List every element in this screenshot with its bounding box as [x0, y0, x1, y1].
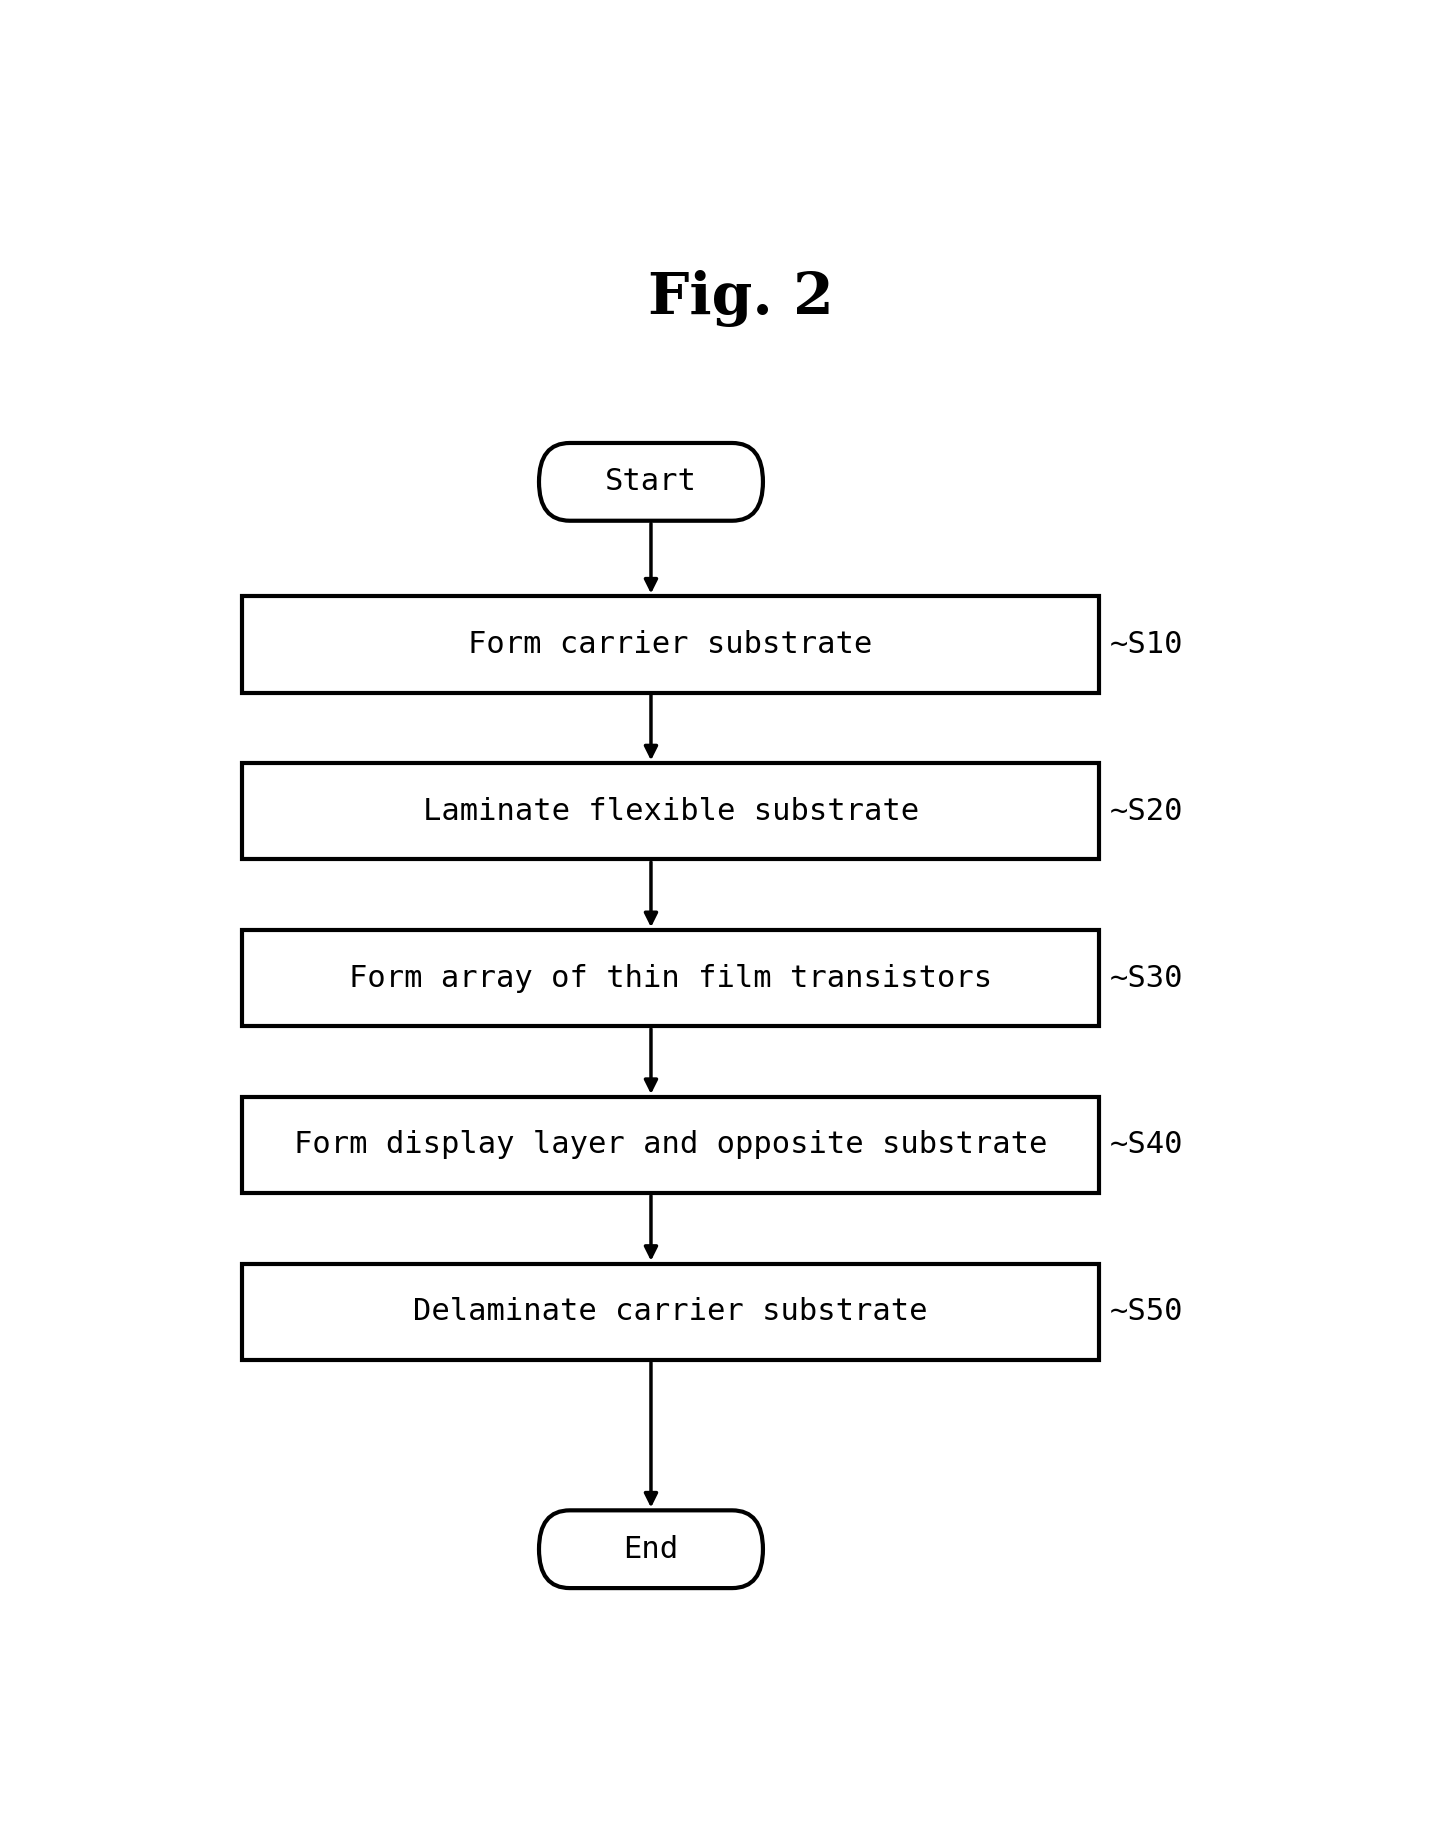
FancyBboxPatch shape	[243, 764, 1098, 859]
Text: Form array of thin film transistors: Form array of thin film transistors	[350, 964, 993, 993]
Text: Form display layer and opposite substrate: Form display layer and opposite substrat…	[293, 1131, 1048, 1159]
Text: ~S40: ~S40	[1110, 1131, 1183, 1159]
FancyBboxPatch shape	[539, 1511, 763, 1588]
FancyBboxPatch shape	[243, 597, 1098, 692]
FancyBboxPatch shape	[243, 1096, 1098, 1193]
Text: ~S20: ~S20	[1110, 797, 1183, 826]
Text: ~S50: ~S50	[1110, 1298, 1183, 1326]
Text: Start: Start	[605, 468, 696, 496]
Text: Laminate flexible substrate: Laminate flexible substrate	[422, 797, 919, 826]
FancyBboxPatch shape	[243, 1263, 1098, 1360]
Text: Form carrier substrate: Form carrier substrate	[468, 630, 873, 659]
FancyBboxPatch shape	[243, 931, 1098, 1026]
FancyBboxPatch shape	[539, 442, 763, 521]
Text: Fig. 2: Fig. 2	[647, 270, 834, 327]
Text: End: End	[623, 1535, 679, 1564]
Text: ~S30: ~S30	[1110, 964, 1183, 993]
Text: ~S10: ~S10	[1110, 630, 1183, 659]
Text: Delaminate carrier substrate: Delaminate carrier substrate	[413, 1298, 928, 1326]
